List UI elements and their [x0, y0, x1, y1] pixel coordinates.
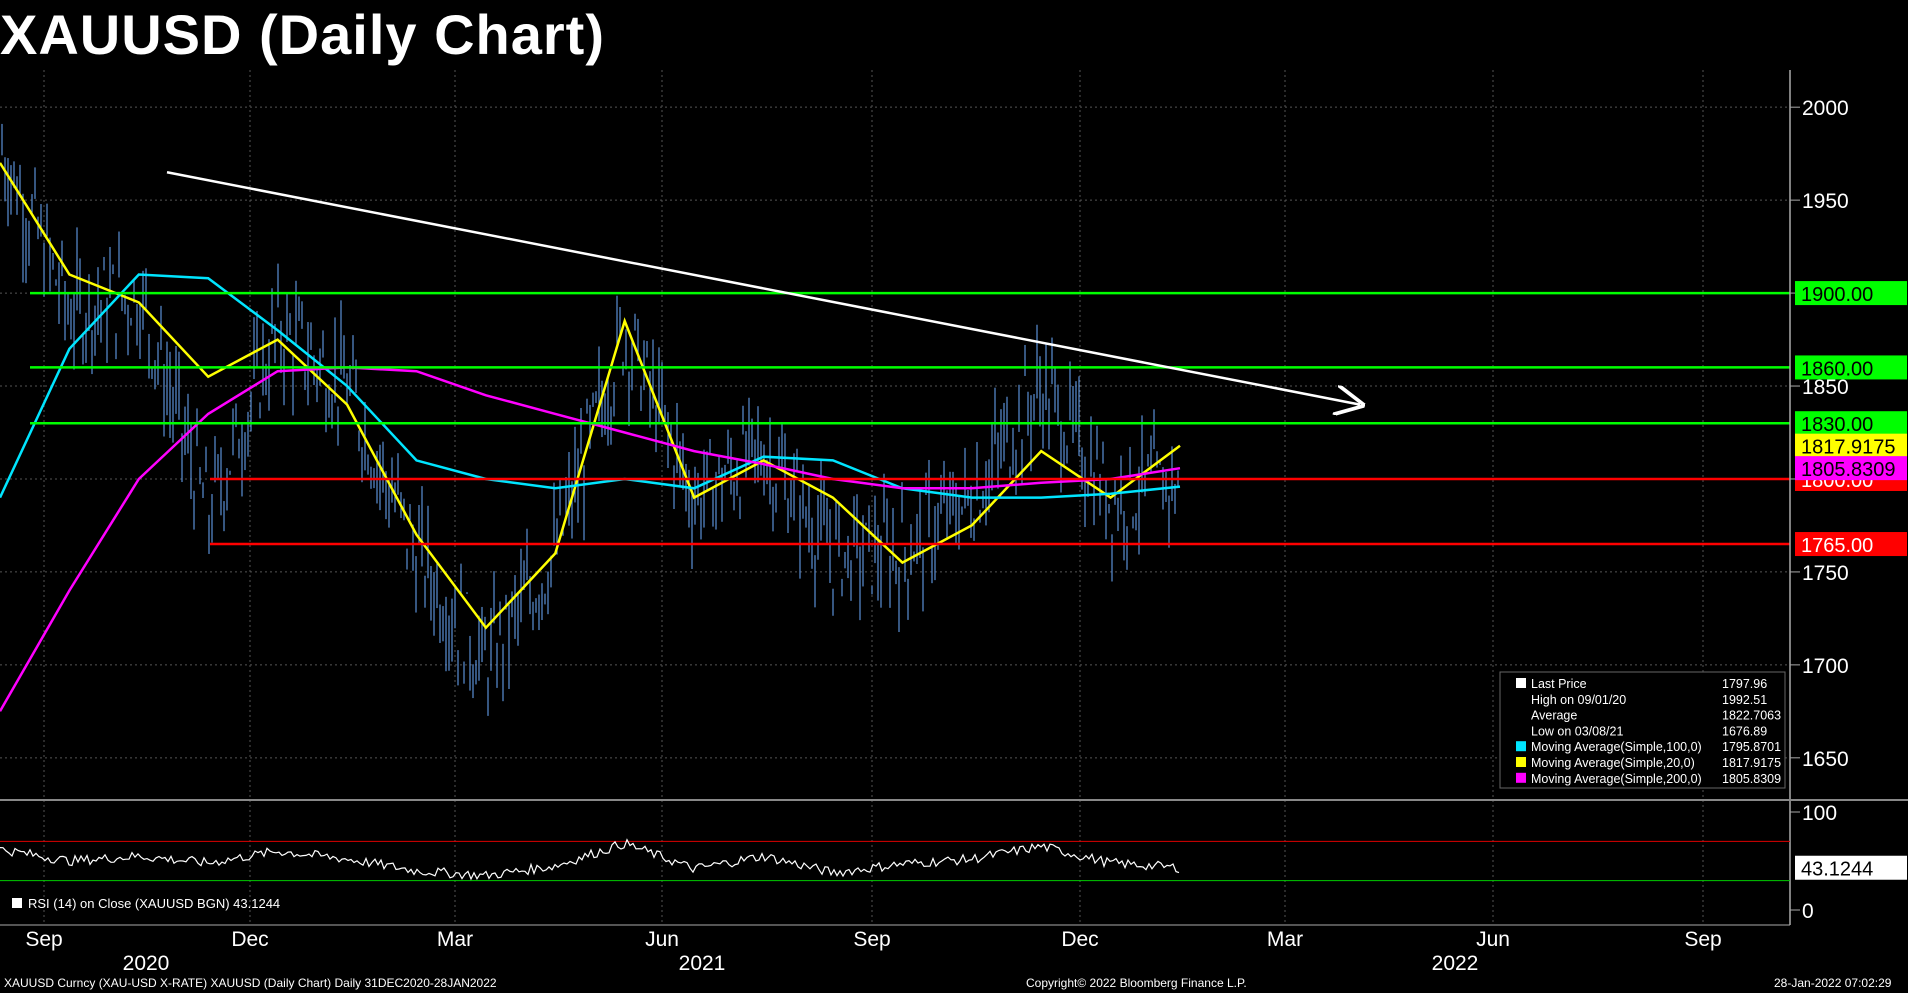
- x-tick-label-2: Mar: [437, 928, 473, 951]
- value-tag-moving-average-simple-200-0: 1805.8309: [1801, 459, 1896, 481]
- x-tick-label-8: Sep: [1684, 928, 1721, 951]
- rsi-tag: 43.1244: [1801, 859, 1873, 881]
- rsi-tag-bg: [1795, 855, 1907, 880]
- legend-label-3: Low on 03/08/21: [1531, 724, 1623, 738]
- x-tick-label-3: Jun: [645, 928, 679, 951]
- level-tag-1765.00: 1765.00: [1801, 535, 1873, 557]
- level-tag-1830.00: 1830.00: [1801, 414, 1873, 436]
- footer-source: XAUUSD Curncy (XAU-USD X-RATE) XAUUSD (D…: [4, 976, 497, 990]
- moving-averages: [0, 162, 1181, 712]
- rsi-tick-label-100: 100: [1802, 802, 1837, 825]
- level-tag-1860.00: 1860.00: [1801, 358, 1873, 380]
- legend-label-2: Average: [1531, 709, 1577, 723]
- series-line-moving-average-simple-100-0: [0, 273, 1181, 499]
- level-tag-bg-1765.00: [1795, 532, 1907, 557]
- time-axis: Sep Dec Mar Jun Sep Dec Mar Jun Sep 2020 2021 2022: [0, 924, 1790, 975]
- rsi-line: [0, 838, 1180, 881]
- grid-lines: [0, 70, 1790, 925]
- tick-label-1650: 1650: [1802, 748, 1849, 771]
- legend-swatch-4: [1516, 741, 1526, 752]
- legend-label-0: Last Price: [1531, 677, 1587, 691]
- legend-label-1: High on 09/01/20: [1531, 693, 1626, 707]
- legend-value-1: 1992.51: [1722, 693, 1767, 707]
- footer-copyright: Copyright© 2022 Bloomberg Finance L.P.: [1026, 976, 1247, 990]
- level-tag-bg-1860.00: [1795, 355, 1907, 380]
- legend-swatch-0: [1516, 678, 1526, 688]
- legend-label-4: Moving Average(Simple,100,0): [1531, 740, 1702, 754]
- legend-value-3: 1676.89: [1722, 724, 1767, 738]
- trendline: [166, 171, 1360, 404]
- rsi-panel: 0 100 43.1244 RSI (14) on Close (XAUUSD BGN…: [0, 799, 1908, 923]
- tick-label-2000: 2000: [1802, 97, 1849, 120]
- legend-label-5: Moving Average(Simple,20,0): [1531, 756, 1695, 770]
- level-tag-bg-1830.00: [1795, 411, 1907, 436]
- chart-title: XAUUSD (Daily Chart): [0, 3, 605, 66]
- legend-value-2: 1822.7063: [1722, 709, 1781, 723]
- level-tags: 1900.001860.001830.001800.001765.001817.…: [1795, 281, 1907, 557]
- horizontal-levels: [30, 291, 1790, 546]
- legend-label-6: Moving Average(Simple,200,0): [1531, 772, 1702, 786]
- x-tick-label-1: Dec: [231, 928, 268, 951]
- legend-box: Last Price 1797.96 High on 09/01/20 1992.51…: [1499, 671, 1786, 789]
- tick-label-1950: 1950: [1802, 190, 1849, 213]
- legend-value-0: 1797.96: [1722, 677, 1767, 691]
- x-tick-label-6: Mar: [1267, 928, 1303, 951]
- legend-value-4: 1795.8701: [1722, 740, 1781, 754]
- x-tick-label-5: Dec: [1061, 928, 1098, 951]
- x-year-label-0: 2020: [123, 952, 170, 975]
- footer-timestamp: 28-Jan-2022 07:02:29: [1774, 976, 1892, 990]
- rsi-swatch: [12, 898, 22, 908]
- legend-swatch-5: [1516, 757, 1526, 767]
- x-tick-label-7: Jun: [1476, 928, 1510, 951]
- price-series: [1, 123, 1179, 716]
- tick-label-1850: 1850: [1802, 376, 1849, 399]
- tick-label-1750: 1750: [1802, 562, 1849, 585]
- value-tag-bg-moving-average-simple-200-0: [1795, 456, 1907, 481]
- x-tick-label-4: Sep: [853, 928, 890, 951]
- tick-label-1700: 1700: [1802, 655, 1849, 678]
- rsi-label: RSI (14) on Close (XAUUSD BGN) 43.1244: [28, 896, 280, 911]
- trendline-arrow: [166, 171, 1360, 404]
- value-tag-bg-moving-average-simple-20-0: [1795, 433, 1907, 458]
- level-tag-1900.00: 1900.00: [1801, 284, 1873, 306]
- legend-value-6: 1805.8309: [1722, 772, 1781, 786]
- x-year-label-2: 2022: [1432, 952, 1479, 975]
- price-axis: 16501700175018001850190019502000: [1789, 70, 1849, 925]
- legend-swatch-6: [1516, 772, 1526, 783]
- legend-frame: [1499, 671, 1786, 789]
- x-tick-label-0: Sep: [25, 928, 62, 951]
- value-tag-moving-average-simple-20-0: 1817.9175: [1801, 437, 1896, 459]
- rsi-tick-label-0: 0: [1802, 900, 1814, 923]
- level-tag-bg-1900.00: [1795, 281, 1907, 306]
- x-year-label-1: 2021: [679, 952, 726, 975]
- series-line-moving-average-simple-20-0: [0, 162, 1181, 630]
- legend-value-5: 1817.9175: [1722, 756, 1781, 770]
